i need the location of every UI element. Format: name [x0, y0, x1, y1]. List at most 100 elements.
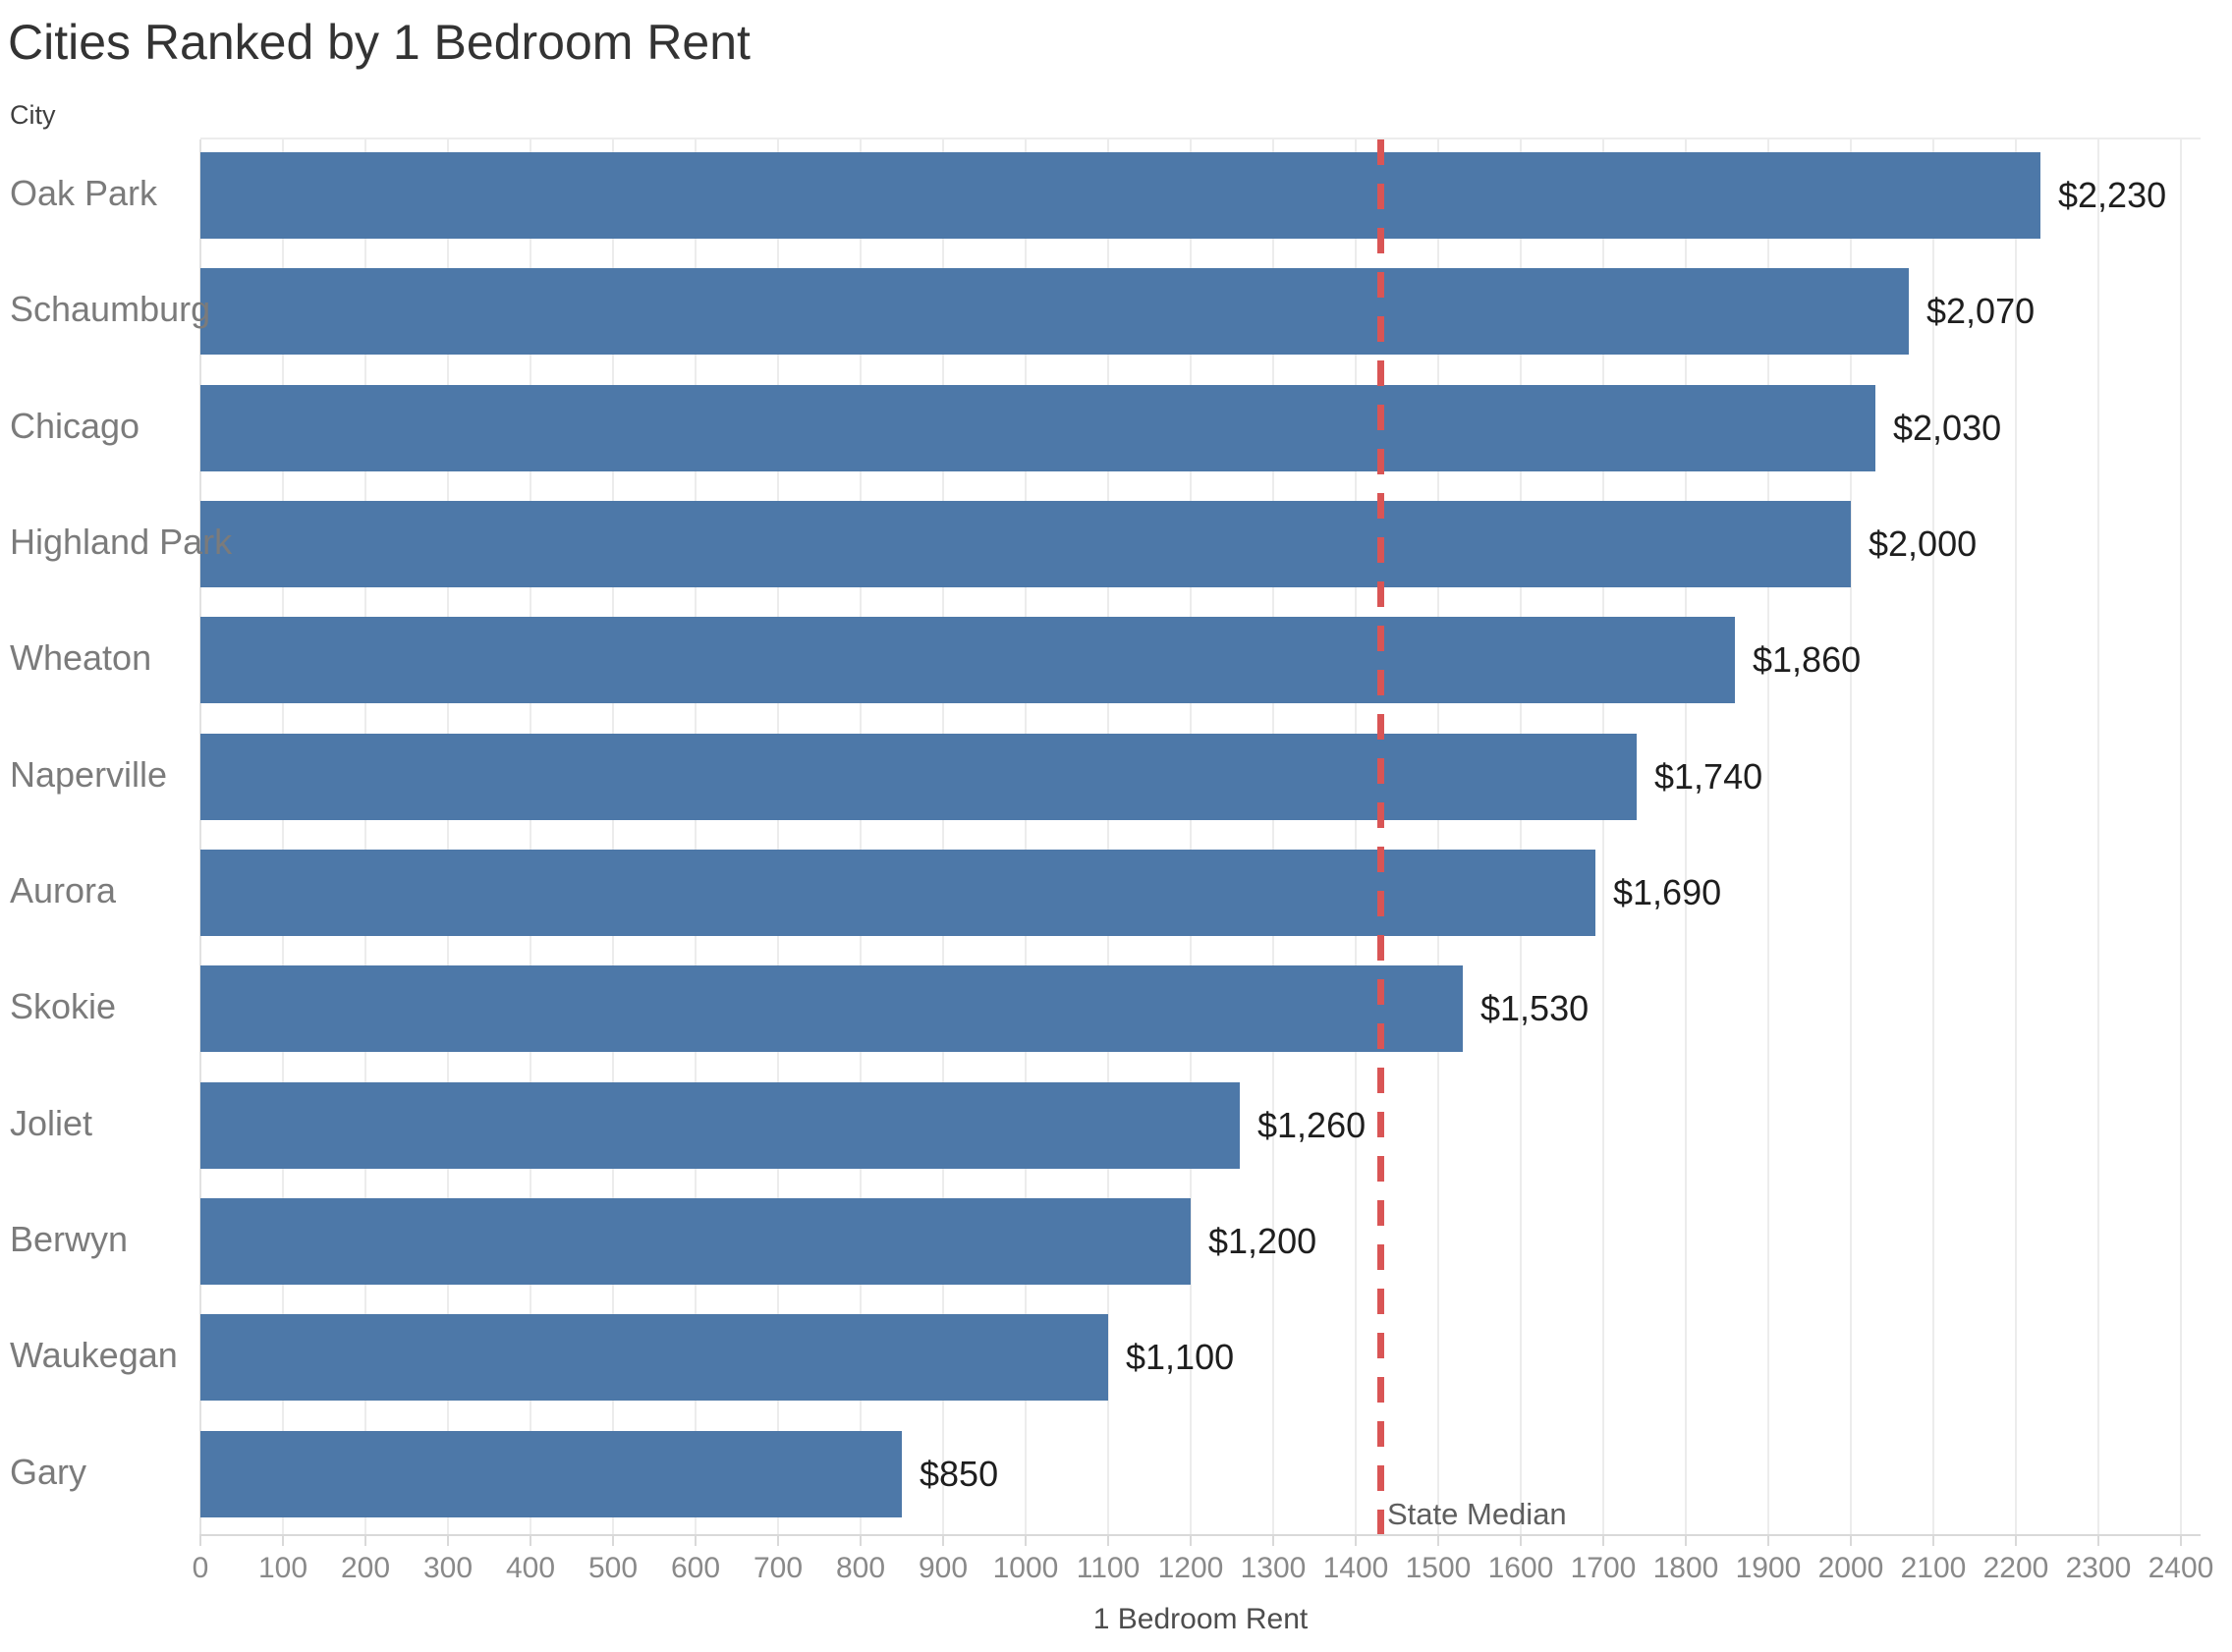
- x-tick-mark: [1932, 1534, 1934, 1546]
- x-tick-label: 1400: [1322, 1552, 1389, 1584]
- gridline: [282, 139, 284, 1534]
- bar[interactable]: [200, 850, 1595, 936]
- plot-area: $2,230 $2,070 $2,030 $2,000 $1,860 $1,740 $1,6…: [199, 138, 2201, 1536]
- x-tick-label: 1000: [992, 1552, 1059, 1584]
- x-tick-label: 900: [918, 1552, 969, 1584]
- x-tick-mark: [860, 1534, 862, 1546]
- x-tick-mark: [2015, 1534, 2017, 1546]
- reference-line-label: State Median: [1387, 1497, 1567, 1531]
- x-tick-label: 100: [257, 1552, 308, 1584]
- bar[interactable]: [200, 1198, 1191, 1285]
- x-tick-label: 800: [835, 1552, 886, 1584]
- gridline: [1932, 139, 1934, 1534]
- bar-value-label: $1,690: [1613, 872, 1722, 912]
- city-label: Gary: [10, 1452, 87, 1492]
- bar-value-label: $1,260: [1257, 1105, 1367, 1145]
- x-tick-mark: [199, 1534, 201, 1546]
- x-tick-mark: [2180, 1534, 2182, 1546]
- city-label: Berwyn: [10, 1219, 129, 1259]
- x-tick-label: 2200: [1982, 1552, 2049, 1584]
- reference-line: [1377, 139, 1384, 1534]
- x-tick-label: 1100: [1076, 1552, 1141, 1584]
- x-tick-mark: [1850, 1534, 1852, 1546]
- gridline: [1767, 139, 1769, 1534]
- x-tick-label: 700: [753, 1552, 804, 1584]
- gridline: [1190, 139, 1192, 1534]
- city-label: Aurora: [10, 870, 117, 910]
- gridline: [2097, 139, 2099, 1534]
- city-label: Waukegan: [10, 1335, 178, 1375]
- x-tick-mark: [1025, 1534, 1027, 1546]
- x-tick-label: 1700: [1570, 1552, 1637, 1584]
- bar-value-label: $1,860: [1753, 639, 1862, 680]
- bar-value-label: $850: [920, 1454, 999, 1494]
- x-tick-label: 300: [422, 1552, 474, 1584]
- x-tick-label: 1300: [1240, 1552, 1307, 1584]
- x-tick-mark: [1437, 1534, 1439, 1546]
- gridline: [942, 139, 944, 1534]
- bar[interactable]: [200, 1314, 1108, 1401]
- x-tick-label: 2000: [1817, 1552, 1884, 1584]
- bar[interactable]: [200, 1431, 902, 1517]
- x-tick-label: 1200: [1157, 1552, 1224, 1584]
- bar-value-label: $1,530: [1480, 988, 1590, 1028]
- x-tick-label: 200: [340, 1552, 391, 1584]
- bar[interactable]: [200, 501, 1851, 587]
- x-tick-mark: [447, 1534, 449, 1546]
- gridline: [447, 139, 449, 1534]
- gridline: [1850, 139, 1852, 1534]
- x-tick-mark: [695, 1534, 697, 1546]
- x-tick-mark: [1107, 1534, 1109, 1546]
- chart-title: Cities Ranked by 1 Bedroom Rent: [8, 15, 751, 70]
- gridline: [1355, 139, 1357, 1534]
- gridline: [199, 139, 201, 1534]
- gridline: [1685, 139, 1687, 1534]
- x-tick-label: 2300: [2065, 1552, 2132, 1584]
- city-label: Wheaton: [10, 637, 152, 678]
- bar[interactable]: [200, 734, 1637, 820]
- gridline: [695, 139, 697, 1534]
- x-tick-label: 500: [587, 1552, 639, 1584]
- city-label: Schaumburg: [10, 289, 211, 329]
- x-tick-mark: [1520, 1534, 1522, 1546]
- gridline: [2180, 139, 2182, 1534]
- x-tick-label: 1500: [1405, 1552, 1472, 1584]
- x-tick-label: 1600: [1487, 1552, 1554, 1584]
- x-tick-label: 600: [670, 1552, 721, 1584]
- x-tick-mark: [282, 1534, 284, 1546]
- bar-value-label: $1,740: [1654, 756, 1763, 797]
- x-tick-mark: [530, 1534, 531, 1546]
- city-label: Highland Park: [10, 522, 233, 562]
- x-tick-mark: [942, 1534, 944, 1546]
- x-tick-mark: [1767, 1534, 1769, 1546]
- bar[interactable]: [200, 268, 1909, 355]
- bar[interactable]: [200, 385, 1875, 471]
- bar[interactable]: [200, 617, 1735, 703]
- gridline: [1437, 139, 1439, 1534]
- city-label: Chicago: [10, 406, 140, 446]
- gridline: [1602, 139, 1604, 1534]
- x-tick-label: 1800: [1652, 1552, 1719, 1584]
- bar-value-label: $2,030: [1893, 408, 2002, 448]
- bar[interactable]: [200, 152, 2040, 239]
- bar[interactable]: [200, 1082, 1240, 1169]
- gridline: [1520, 139, 1522, 1534]
- bar[interactable]: [200, 965, 1463, 1052]
- x-tick-mark: [2097, 1534, 2099, 1546]
- city-label: Joliet: [10, 1103, 93, 1143]
- city-label: Skokie: [10, 986, 117, 1026]
- gridline: [2015, 139, 2017, 1534]
- gridline: [1107, 139, 1109, 1534]
- x-tick-label: 0: [192, 1552, 209, 1584]
- x-tick-label: 2100: [1900, 1552, 1967, 1584]
- gridline: [777, 139, 779, 1534]
- x-tick-mark: [1685, 1534, 1687, 1546]
- gridline: [1272, 139, 1274, 1534]
- bar-value-label: $2,230: [2058, 175, 2167, 215]
- x-tick-mark: [1355, 1534, 1357, 1546]
- city-label: Oak Park: [10, 173, 158, 213]
- gridline: [860, 139, 862, 1534]
- x-tick-mark: [1272, 1534, 1274, 1546]
- bar-value-label: $1,100: [1126, 1337, 1235, 1377]
